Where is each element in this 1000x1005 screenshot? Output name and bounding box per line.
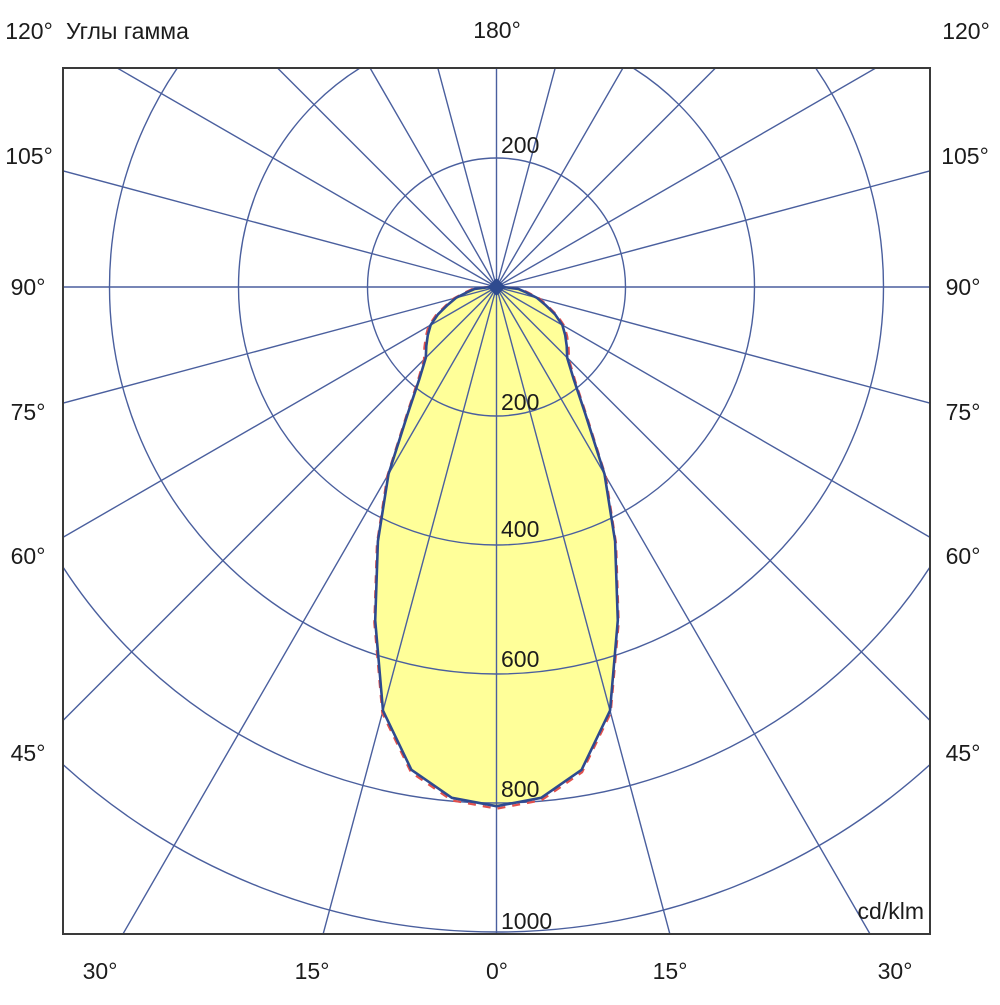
angle-label-left-75: 75° <box>11 399 46 425</box>
angle-label-bottom-30-left: 30° <box>83 958 118 984</box>
angle-label-left-45: 45° <box>11 740 46 766</box>
unit-label: cd/klm <box>858 898 924 924</box>
angle-label-corner-top-left: 120° <box>5 18 53 44</box>
angle-label-bottom-15-left: 15° <box>295 958 330 984</box>
angle-label-top-180: 180° <box>473 17 521 43</box>
grid-ray-165 <box>497 0 808 287</box>
radial-tick-800: 800 <box>501 776 539 802</box>
angle-label-right-90: 90° <box>946 274 981 300</box>
grid-ray-195 <box>186 0 497 287</box>
angle-label-left-60: 60° <box>11 543 46 569</box>
radial-tick-400: 400 <box>501 516 539 542</box>
angle-label-bottom-0: 0° <box>486 958 508 984</box>
angle-label-left-105: 105° <box>5 143 53 169</box>
grid-ray-120 <box>497 0 1000 287</box>
angle-label-right-45: 45° <box>946 740 981 766</box>
radial-tick-200-upper: 200 <box>501 132 539 158</box>
angle-label-right-75: 75° <box>946 399 981 425</box>
radial-tick-200: 200 <box>501 389 539 415</box>
angle-label-corner-top-right: 120° <box>942 18 990 44</box>
angle-label-right-105: 105° <box>941 143 989 169</box>
radial-tick-1000: 1000 <box>501 908 552 934</box>
angle-label-bottom-30-right: 30° <box>878 958 913 984</box>
radial-tick-600: 600 <box>501 646 539 672</box>
angle-label-left-90: 90° <box>11 274 46 300</box>
diagram-title: Углы гамма <box>66 18 189 44</box>
angle-label-right-60: 60° <box>946 543 981 569</box>
angle-label-bottom-15-right: 15° <box>653 958 688 984</box>
